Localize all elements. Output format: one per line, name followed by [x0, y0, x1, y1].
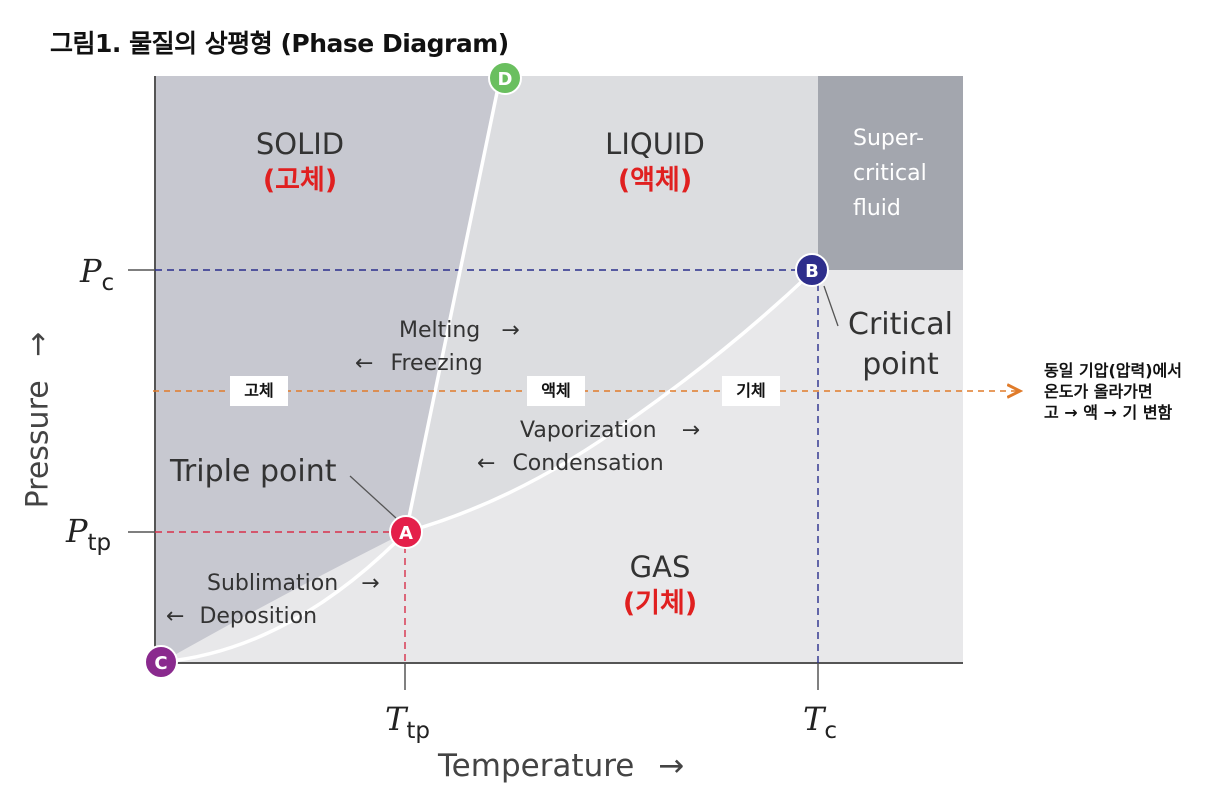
- left-arrow-icon: ←: [166, 604, 185, 629]
- ptp-axis-label: Ptp: [66, 512, 112, 556]
- figure-title: 그림1. 물질의 상평형 (Phase Diagram): [50, 29, 509, 58]
- solid-region-label: SOLID (고체): [230, 125, 370, 199]
- x-axis-title-text: Temperature: [438, 748, 635, 784]
- critical-point-line2: point: [862, 347, 939, 382]
- y-axis-title-text: Pressure: [20, 380, 56, 509]
- liquid-korean-label: (액체): [617, 165, 693, 196]
- condensation-label: ← Condensation: [477, 451, 664, 476]
- sublimation-text: Sublimation: [207, 571, 339, 596]
- solid-label: SOLID: [255, 127, 345, 161]
- ttp-axis-label: Ttp: [385, 700, 430, 744]
- left-arrow-icon: ←: [355, 351, 374, 376]
- deposition-text: Deposition: [199, 604, 318, 629]
- supercritical-line2: critical: [853, 161, 927, 186]
- liquid-label: LIQUID: [605, 127, 705, 161]
- svg-text:B: B: [805, 261, 819, 282]
- melting-text: Melting: [399, 318, 481, 343]
- isobar-note-line1: 동일 기압(압력)에서: [1044, 361, 1182, 380]
- freezing-text: Freezing: [390, 351, 483, 376]
- deposition-label: ← Deposition: [166, 604, 317, 629]
- svg-text:C: C: [154, 653, 167, 674]
- solid-korean-label: (고체): [262, 165, 338, 196]
- triple-point-label: Triple point: [170, 454, 337, 489]
- svg-text:A: A: [399, 523, 413, 544]
- sublimation-label: Sublimation →: [207, 571, 380, 596]
- critical-point-line1: Critical: [848, 307, 953, 342]
- pc-axis-label: Pc: [80, 252, 115, 296]
- melting-label: Melting →: [399, 318, 520, 343]
- supercritical-line1: Super-: [853, 126, 924, 151]
- isobar-chip-liquid: 액체: [527, 376, 585, 406]
- tc-axis-label: Tc: [803, 700, 837, 744]
- isobar-note-line3: 고 → 액 → 기 변함: [1044, 403, 1173, 422]
- x-axis-title: Temperature →: [438, 748, 684, 784]
- point-c-marker: C: [144, 645, 178, 679]
- liquid-region: [155, 76, 818, 532]
- sublimation-curve: [161, 530, 408, 664]
- melting-curve: [404, 77, 502, 533]
- supercritical-label: Super- critical fluid: [853, 121, 927, 226]
- gas-korean-label: (기체): [622, 588, 698, 619]
- isobar-chip-solid: 고체: [230, 376, 288, 406]
- vaporization-curve: [405, 270, 814, 534]
- right-arrow-icon: →: [658, 748, 685, 784]
- gas-label: GAS: [629, 550, 691, 584]
- point-b-marker: B: [795, 253, 829, 287]
- svg-text:D: D: [498, 69, 513, 90]
- supercritical-line3: fluid: [853, 196, 901, 221]
- freezing-label: ← Freezing: [355, 351, 483, 376]
- solid-region: [155, 76, 500, 662]
- right-arrow-icon: →: [501, 318, 520, 343]
- isobar-chip-gas: 기체: [722, 376, 780, 406]
- critical-point-label: Critical point: [848, 305, 953, 385]
- vaporization-text: Vaporization: [520, 418, 657, 443]
- point-d-marker: D: [488, 61, 522, 95]
- isobar-note: 동일 기압(압력)에서 온도가 올라가면 고 → 액 → 기 변함: [1044, 360, 1182, 423]
- left-arrow-icon: ←: [477, 451, 496, 476]
- point-a-marker: A: [389, 515, 423, 549]
- isobar-note-line2: 온도가 올라가면: [1044, 382, 1153, 401]
- right-arrow-icon: →: [681, 418, 701, 443]
- y-axis-title: Pressure →: [21, 332, 56, 509]
- vaporization-label: Vaporization →: [520, 418, 700, 443]
- critical-point-leader: [823, 285, 839, 327]
- triple-point-leader: [349, 475, 397, 519]
- right-arrow-icon: →: [361, 571, 380, 596]
- liquid-region-label: LIQUID (액체): [575, 125, 735, 199]
- condensation-text: Condensation: [512, 451, 664, 476]
- supercritical-region: [818, 76, 963, 270]
- right-arrow-icon: →: [20, 331, 56, 357]
- gas-region-label: GAS (기체): [590, 548, 730, 622]
